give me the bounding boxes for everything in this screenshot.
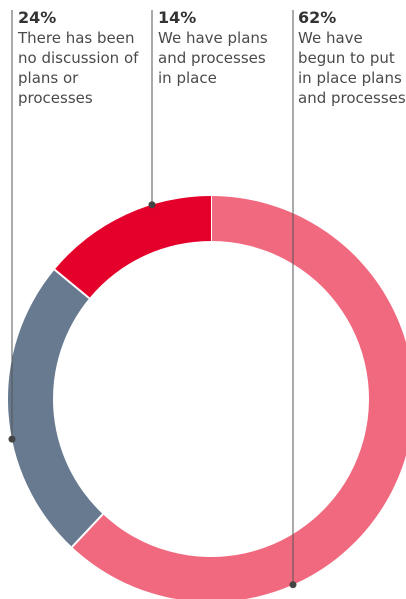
donut-segment xyxy=(72,196,406,599)
leader-dot xyxy=(289,581,297,589)
segment-label: 14% We have plans and processes in place xyxy=(158,8,278,88)
leader-dot xyxy=(8,435,16,443)
donut-segment xyxy=(7,269,103,547)
leader-dot xyxy=(148,201,156,209)
percent-label: 24% xyxy=(18,8,57,27)
segment-label: 24% There has been no discussion of plans… xyxy=(18,8,143,108)
percent-label: 62% xyxy=(298,8,337,27)
category-label: We have begun to put in place plans and … xyxy=(298,29,406,107)
category-label: We have plans and processes in place xyxy=(158,29,268,87)
category-label: There has been no discussion of plans or… xyxy=(18,29,139,107)
percent-label: 14% xyxy=(158,8,197,27)
segment-divider xyxy=(71,513,104,548)
segment-label: 62% We have begun to put in place plans a… xyxy=(298,8,406,108)
segment-divider xyxy=(53,268,90,300)
donut-segment xyxy=(54,196,211,299)
